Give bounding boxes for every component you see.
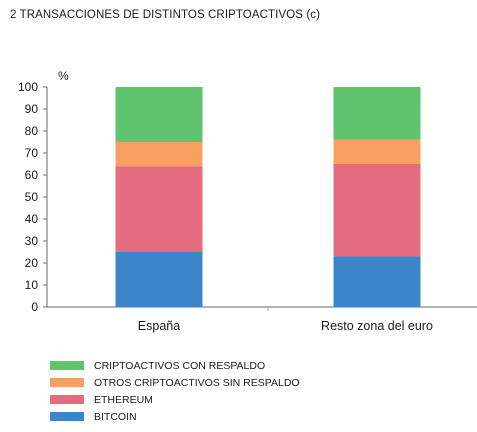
- bars-layer: España Resto zona del euro: [115, 87, 433, 333]
- y-tick-label: 10: [25, 278, 39, 292]
- y-tick-label: 100: [18, 80, 38, 94]
- y-tick-label: 60: [25, 168, 39, 182]
- y-tick-label: 90: [25, 102, 39, 116]
- chart-plot: 0 10 20 30 40 50 60 70 80 90 100 España Resto zona …: [18, 69, 477, 333]
- bar-segment-otros-criptoactivos-sin-respaldo: [333, 139, 421, 164]
- legend-item: OTROS CRIPTOACTIVOS SIN RESPALDO: [50, 374, 300, 391]
- legend-item: CRIPTOACTIVOS CON RESPALDO: [50, 357, 300, 374]
- bar-segment-bitcoin: [115, 252, 203, 307]
- y-tick-label: 50: [25, 190, 39, 204]
- legend-item: BITCOIN: [50, 408, 300, 425]
- legend-swatch: [50, 395, 84, 404]
- legend-label: CRIPTOACTIVOS CON RESPALDO: [94, 359, 266, 372]
- legend-label: ETHEREUM: [94, 393, 153, 406]
- y-axis-unit: %: [58, 69, 69, 83]
- axes-layer: 0 10 20 30 40 50 60 70 80 90 100: [18, 80, 477, 314]
- legend-label: OTROS CRIPTOACTIVOS SIN RESPALDO: [94, 376, 300, 389]
- legend-swatch: [50, 361, 84, 370]
- x-category-label: Resto zona del euro: [321, 319, 433, 333]
- y-tick-label: 30: [25, 234, 39, 248]
- bar-segment-otros-criptoactivos-sin-respaldo: [115, 142, 203, 167]
- legend-label: BITCOIN: [94, 410, 137, 423]
- y-tick-label: 80: [25, 124, 39, 138]
- y-tick-label: 0: [31, 300, 38, 314]
- bar-segment-bitcoin: [333, 256, 421, 307]
- y-tick-label: 40: [25, 212, 39, 226]
- y-tick-label: 70: [25, 146, 39, 160]
- legend-item: ETHEREUM: [50, 391, 300, 408]
- legend-swatch: [50, 378, 84, 387]
- legend-swatch: [50, 412, 84, 421]
- bar-segment-criptoactivos-con-respaldo: [115, 87, 203, 142]
- legend: CRIPTOACTIVOS CON RESPALDO OTROS CRIPTOAC…: [50, 357, 300, 425]
- y-tick-label: 20: [25, 256, 39, 270]
- bar-segment-ethereum: [333, 164, 421, 257]
- bar-segment-criptoactivos-con-respaldo: [333, 87, 421, 140]
- x-category-label: España: [138, 319, 180, 333]
- chart-title: 2 TRANSACCIONES DE DISTINTOS CRIPTOACTIV…: [10, 9, 321, 21]
- bar-segment-ethereum: [115, 166, 203, 252]
